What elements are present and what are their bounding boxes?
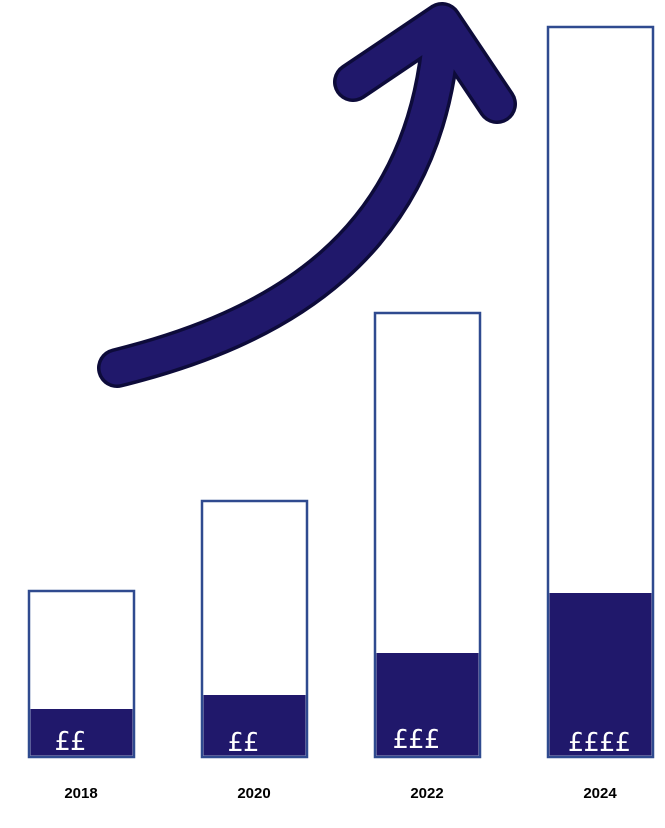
bar-2018: ££ 2018	[27, 589, 136, 802]
upward-trend-arrow-icon	[97, 2, 517, 388]
bar-year-label: 2020	[237, 785, 270, 802]
bar-fill	[203, 695, 306, 756]
bar-amount-label: ££	[227, 728, 258, 758]
bar-fill	[376, 653, 479, 756]
bar-fill	[549, 593, 652, 756]
bar-amount-label: £££	[393, 725, 440, 755]
bar-2024: ££££ 2024	[546, 25, 655, 802]
bar-amount-label: ££	[54, 727, 85, 757]
bar-year-label: 2018	[64, 785, 97, 802]
bar-year-label: 2024	[583, 785, 617, 802]
bar-fill	[30, 709, 133, 756]
bar-amount-label: ££££	[568, 728, 631, 758]
bar-year-label: 2022	[410, 785, 443, 802]
bar-2022: £££ 2022	[373, 311, 482, 802]
bar-2020: ££ 2020	[200, 499, 309, 802]
